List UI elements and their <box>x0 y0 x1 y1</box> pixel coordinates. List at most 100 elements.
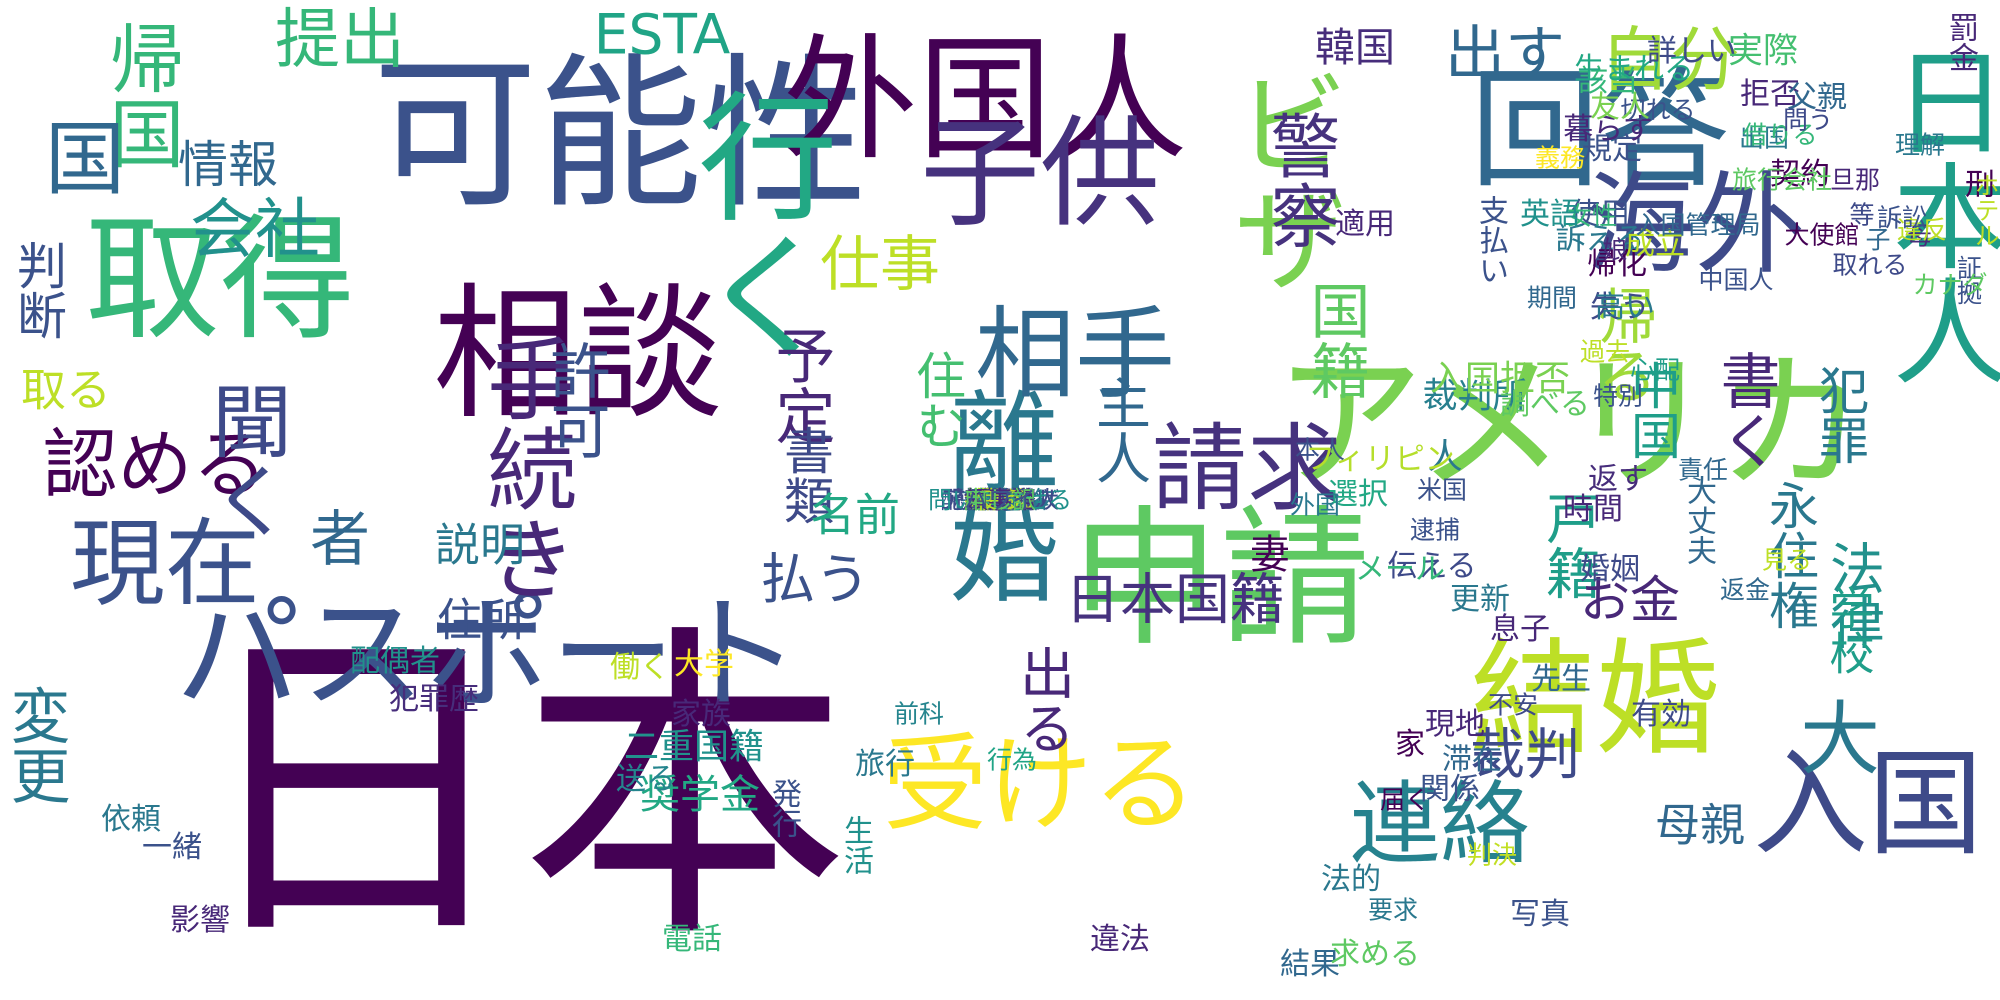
word-169: 在留資格 <box>952 486 1048 514</box>
word-199: 申し訳 <box>964 486 1036 514</box>
word-158: 証拠 <box>1953 255 1983 305</box>
word-19: 請求 <box>1151 414 1343 525</box>
word-115: 婚姻 <box>1580 552 1640 587</box>
word-156: 理解 <box>1894 130 1946 160</box>
word-148: 入国管理局 <box>1635 210 1761 240</box>
word-145: 刑 <box>1959 168 1994 198</box>
word-150: 出国 <box>1738 123 1790 153</box>
word-35: 情報 <box>178 136 278 194</box>
word-8: 子供 <box>920 105 1160 244</box>
word-192: 終わる <box>964 486 1036 514</box>
word-87: 要求 <box>1367 895 1419 925</box>
word-50: 学校 <box>1821 585 1875 675</box>
word-123: 英語 <box>1520 197 1580 232</box>
word-14: 受ける <box>882 723 1198 846</box>
word-63: 奨学金 <box>640 772 760 818</box>
word-141: 友人 <box>1590 90 1650 125</box>
word-153: 問う <box>1782 105 1834 135</box>
word-138: 実際 <box>1727 31 1799 72</box>
word-44: 書く <box>1710 350 1780 470</box>
word-179: 役所 <box>976 486 1024 514</box>
word-191: 起こす <box>964 486 1036 514</box>
word-22: 連絡 <box>1350 772 1530 877</box>
word-54: 裁判 <box>1469 722 1581 787</box>
word-79: 一緒 <box>142 830 202 865</box>
word-65: 韓国 <box>1315 25 1395 71</box>
word-159: カナダ <box>1912 270 1988 300</box>
word-32: 出す <box>1445 20 1565 90</box>
word-109: 有効 <box>1631 697 1691 732</box>
word-101: 米国 <box>1416 475 1468 505</box>
word-85: 結果 <box>1280 947 1340 982</box>
word-30: 提出 <box>274 2 406 78</box>
word-1: アメリカ <box>1273 338 1867 512</box>
word-140: 父親 <box>1787 80 1847 115</box>
word-72: 大学 <box>674 647 734 682</box>
word-13: 入国 <box>1752 737 1984 872</box>
word-9: 行く <box>674 85 837 365</box>
word-133: 暮らす <box>1563 112 1653 147</box>
word-21: 帰国 <box>96 20 185 170</box>
word-24: 認める <box>42 420 268 509</box>
word-110: 先生 <box>1531 662 1591 697</box>
word-171: アドバイス <box>940 486 1060 514</box>
word-188: 困る <box>976 486 1024 514</box>
word-31: ESTA <box>593 2 731 67</box>
word-161: 大使館 <box>1784 220 1860 250</box>
word-174: 入管 <box>976 486 1024 514</box>
word-200: ハワイ <box>964 486 1036 514</box>
word-67: 人 <box>1427 437 1463 478</box>
word-28: 大 <box>1800 693 1880 786</box>
word-184: 相談者 <box>964 486 1036 514</box>
word-167: 証明 <box>976 486 1024 514</box>
word-120: 女性 <box>1566 201 1618 231</box>
word-104: 時間 <box>1563 492 1623 527</box>
word-185: 金額 <box>976 486 1024 514</box>
word-172: 契約書 <box>964 486 1036 514</box>
word-144: 罰金 <box>1943 12 1978 72</box>
word-180: 配偶者ビザ <box>940 486 1060 514</box>
word-80: 影響 <box>170 903 230 938</box>
word-7: 相談 <box>433 270 723 440</box>
word-125: 失う <box>1590 290 1650 325</box>
word-186: 問い合わせる <box>928 486 1072 514</box>
word-135: 該当 <box>1578 64 1638 99</box>
word-49: 永住権 <box>1761 480 1819 630</box>
word-23: 手続き <box>471 333 576 603</box>
word-122: 訴える <box>1555 222 1645 257</box>
word-103: 調べる <box>1500 387 1590 422</box>
word-66: 裁判所 <box>1422 376 1528 417</box>
word-131: 期間 <box>1526 283 1578 313</box>
word-56: 書類 <box>776 425 834 525</box>
word-12: ビザ <box>1213 65 1348 295</box>
word-82: 生活 <box>838 815 873 875</box>
word-38: 許可 <box>540 340 610 460</box>
word-119: 使用 <box>1570 197 1630 232</box>
word-83: 電話 <box>662 922 722 957</box>
word-137: 詳しい <box>1647 34 1737 69</box>
word-69: 犯罪歴 <box>389 682 479 717</box>
word-124: 帰化 <box>1587 247 1647 282</box>
word-11: パスポート <box>175 582 801 728</box>
word-165: 費用 <box>976 486 1024 514</box>
word-90: 現地 <box>1425 707 1485 742</box>
word-47: 戸籍 <box>1536 490 1601 600</box>
word-113: 入国拒否 <box>1429 359 1571 400</box>
word-142: 契約 <box>1770 157 1830 192</box>
word-134: 切れる <box>1620 95 1696 125</box>
word-77: 送る <box>616 762 676 797</box>
word-196: 罪 <box>988 486 1012 514</box>
word-149: 中国人 <box>1698 265 1774 295</box>
word-15: 離婚 <box>930 385 1058 605</box>
word-157: 取れる <box>1832 250 1908 280</box>
word-52: 母親 <box>1654 798 1746 852</box>
word-95: 判決 <box>1466 840 1518 870</box>
word-46: 犯罪 <box>1811 365 1869 465</box>
word-73: 配偶者 <box>350 644 440 679</box>
word-147: 旅行会社 <box>1731 165 1833 195</box>
word-20: 現在 <box>69 509 261 620</box>
word-100: 選択 <box>1328 477 1388 512</box>
word-62: 説明 <box>434 518 526 572</box>
word-94: 届く <box>1379 785 1431 815</box>
word-88: 法的 <box>1321 862 1381 897</box>
